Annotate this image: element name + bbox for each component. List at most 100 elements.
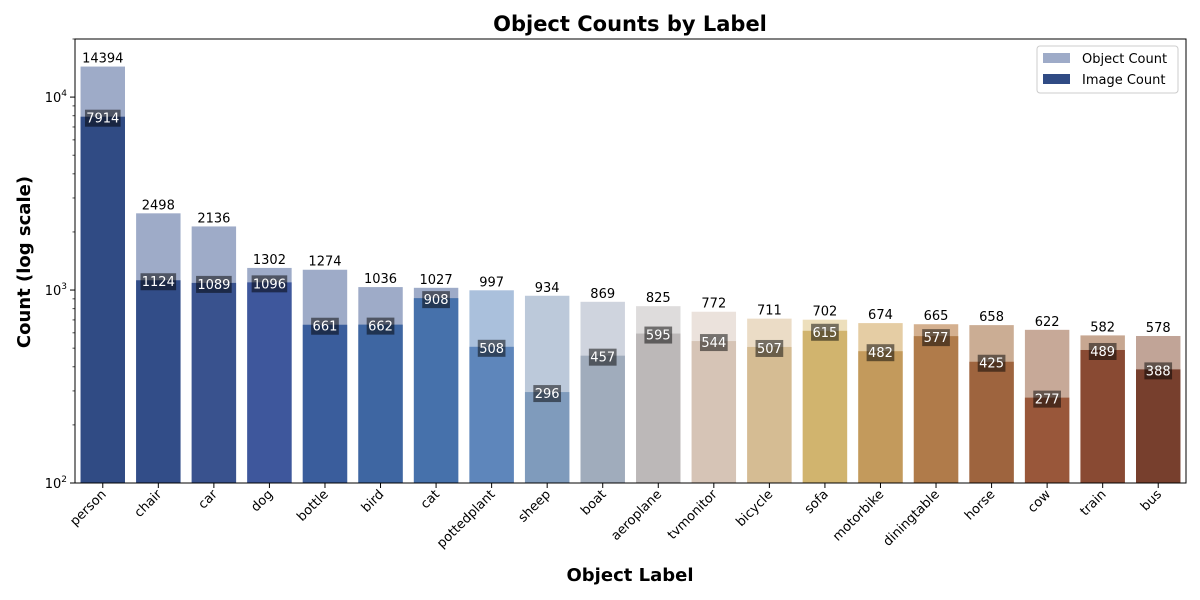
image-count-label-box-pottedplant	[477, 339, 506, 357]
image-count-bar-tvmonitor	[691, 341, 737, 483]
image-count-bar-boat	[580, 355, 625, 483]
image-count-label-box-chair	[140, 273, 177, 291]
plot-area-frame	[74, 38, 1187, 484]
image-count-label-box-cow	[1033, 390, 1061, 408]
image-count-label-bicycle: 507	[757, 342, 782, 357]
image-count-bar-diningtable	[913, 336, 959, 483]
object-count-label-sofa: 702	[813, 305, 838, 320]
legend-box	[1036, 45, 1179, 94]
y-tick-label: 103	[45, 282, 67, 299]
image-count-label-bird: 662	[368, 320, 393, 335]
y-tick-label-exponent: 4	[61, 89, 67, 99]
image-count-label-motorbike: 482	[868, 346, 893, 361]
image-count-bar-chair	[136, 280, 181, 483]
image-count-label-car: 1089	[197, 278, 230, 293]
legend-swatch-image-count	[1043, 74, 1070, 84]
image-count-label-box-aeroplane	[644, 326, 673, 344]
image-count-label-tvmonitor: 544	[701, 336, 726, 351]
object-count-label-train: 582	[1090, 320, 1115, 335]
image-count-label-cow: 277	[1035, 393, 1060, 408]
legend-swatch-object-count	[1043, 53, 1070, 63]
object-count-label-diningtable: 665	[924, 309, 949, 324]
object-count-label-cow: 622	[1035, 315, 1060, 330]
object-count-label-aeroplane: 825	[646, 291, 671, 306]
object-count-label-bird: 1036	[364, 272, 397, 287]
image-count-bar-cow	[1024, 397, 1070, 483]
image-count-label-box-tvmonitor	[699, 334, 728, 352]
image-count-bar-aeroplane	[636, 333, 681, 483]
object-count-label-dog: 1302	[253, 253, 286, 268]
image-count-label-box-diningtable	[922, 329, 950, 347]
object-count-label-car: 2136	[197, 211, 230, 226]
image-count-label-box-bird	[366, 317, 395, 335]
x-axis-label: Object Label	[567, 565, 694, 586]
image-count-label-pottedplant: 508	[479, 342, 504, 357]
y-tick-label-exponent: 3	[61, 282, 67, 292]
image-count-label-box-horse	[977, 354, 1006, 372]
image-count-label-sofa: 615	[813, 326, 838, 341]
object-count-label-tvmonitor: 772	[701, 297, 726, 312]
image-count-bar-cat	[413, 298, 459, 483]
image-count-label-box-motorbike	[866, 344, 895, 362]
image-count-bar-bus	[1136, 369, 1181, 483]
legend: Object Count Image Count	[1036, 45, 1179, 94]
image-count-bar-car	[191, 282, 237, 483]
object-count-label-sheep: 934	[535, 281, 560, 296]
image-count-label-person: 7914	[86, 112, 119, 127]
image-count-label-chair: 1124	[142, 275, 175, 290]
image-count-label-sheep: 296	[535, 387, 560, 402]
image-count-bar-sheep	[524, 392, 570, 483]
image-count-label-box-sheep	[533, 385, 562, 403]
object-count-label-cat: 1027	[420, 273, 453, 288]
image-count-label-train: 489	[1090, 345, 1115, 360]
y-tick-label-base: 10	[45, 284, 62, 299]
image-count-label-box-dog	[251, 275, 288, 293]
object-count-label-bus: 578	[1146, 321, 1171, 336]
image-count-label-box-bus	[1144, 362, 1173, 380]
image-count-label-horse: 425	[979, 357, 1004, 372]
image-count-label-box-bottle	[311, 317, 339, 335]
y-tick-label-base: 10	[45, 477, 62, 492]
y-tick-label: 104	[45, 89, 68, 106]
image-count-bar-bird	[358, 324, 403, 483]
y-tick-label-base: 10	[45, 91, 62, 106]
y-tick-label: 102	[45, 475, 67, 492]
data-labels-layer: 14394 7914 2498 1124 2136 1089 1302 1096 1274 661…	[82, 52, 1173, 408]
bars-layer	[80, 66, 1181, 484]
legend-label-object-count: Object Count	[1082, 52, 1167, 67]
y-axis-label: Count (log scale)	[14, 176, 35, 348]
image-count-label-dog: 1096	[253, 277, 286, 292]
object-count-label-chair: 2498	[142, 198, 175, 213]
image-count-label-box-sofa	[811, 323, 839, 341]
object-count-label-bottle: 1274	[308, 255, 341, 270]
image-count-bar-sofa	[802, 330, 848, 483]
object-count-label-horse: 658	[979, 310, 1004, 325]
image-count-label-box-boat	[588, 348, 617, 366]
image-count-bar-bicycle	[747, 346, 792, 483]
image-count-bar-motorbike	[858, 351, 903, 483]
object-count-label-motorbike: 674	[868, 308, 893, 323]
object-count-label-pottedplant: 997	[479, 275, 504, 290]
chart-title: Object Counts by Label	[493, 12, 767, 36]
image-count-label-box-cat	[422, 291, 450, 309]
image-count-bar-dog	[247, 282, 292, 483]
image-count-label-box-person	[84, 109, 121, 127]
legend-label-image-count: Image Count	[1082, 73, 1165, 88]
object-count-label-boat: 869	[590, 287, 615, 302]
image-count-label-aeroplane: 595	[646, 329, 671, 344]
image-count-label-box-car	[196, 275, 232, 293]
image-count-bar-person	[80, 116, 125, 483]
image-count-label-diningtable: 577	[924, 331, 949, 346]
image-count-label-box-train	[1088, 342, 1117, 360]
image-count-label-cat: 908	[424, 293, 449, 308]
y-tick-label-exponent: 2	[61, 475, 67, 485]
image-count-label-box-bicycle	[755, 339, 784, 357]
image-count-bar-horse	[969, 361, 1014, 483]
image-count-bar-bottle	[302, 324, 348, 483]
image-count-bar-train	[1080, 349, 1125, 483]
image-count-label-bus: 388	[1146, 364, 1171, 379]
image-count-bar-pottedplant	[469, 346, 514, 483]
object-count-label-person: 14394	[82, 52, 123, 67]
